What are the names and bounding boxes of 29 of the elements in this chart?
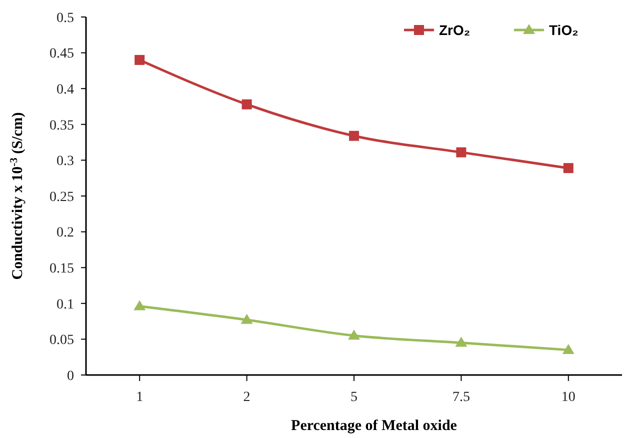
x-tick-label: 5 xyxy=(350,390,358,405)
y-tick-label: 0.45 xyxy=(50,46,74,62)
x-tick-label: 7.5 xyxy=(452,390,470,405)
point xyxy=(240,314,253,324)
y-tick-label: 0.05 xyxy=(50,333,74,348)
y-tick-label: 0.2 xyxy=(56,226,74,241)
point xyxy=(562,344,574,354)
legend-label: ZrO₂ xyxy=(439,22,470,38)
point xyxy=(349,130,359,141)
point xyxy=(134,300,146,310)
point xyxy=(134,54,145,65)
point xyxy=(242,99,252,110)
y-tick-label: 0.3 xyxy=(56,154,74,170)
y-tick-label: 0.25 xyxy=(50,190,74,205)
x-tick-label: 2 xyxy=(243,390,250,405)
y-tick-label: 0 xyxy=(67,368,74,384)
y-tick-label: 0.4 xyxy=(56,82,74,98)
y-tick-label: 0.15 xyxy=(50,262,74,276)
point xyxy=(348,330,360,340)
y-tick-label: 0.35 xyxy=(50,118,74,134)
point xyxy=(563,163,574,174)
x-tick-label: 1 xyxy=(136,390,144,405)
y-tick-label: 0.5 xyxy=(56,10,74,26)
y-tick-label: 0.1 xyxy=(56,297,74,312)
legend-label: TiO₂ xyxy=(549,22,578,38)
point xyxy=(455,336,468,347)
x-tick-label: 10 xyxy=(561,390,576,405)
x-axis-title: Percentage of Metal oxide xyxy=(291,418,458,434)
point xyxy=(456,147,466,158)
